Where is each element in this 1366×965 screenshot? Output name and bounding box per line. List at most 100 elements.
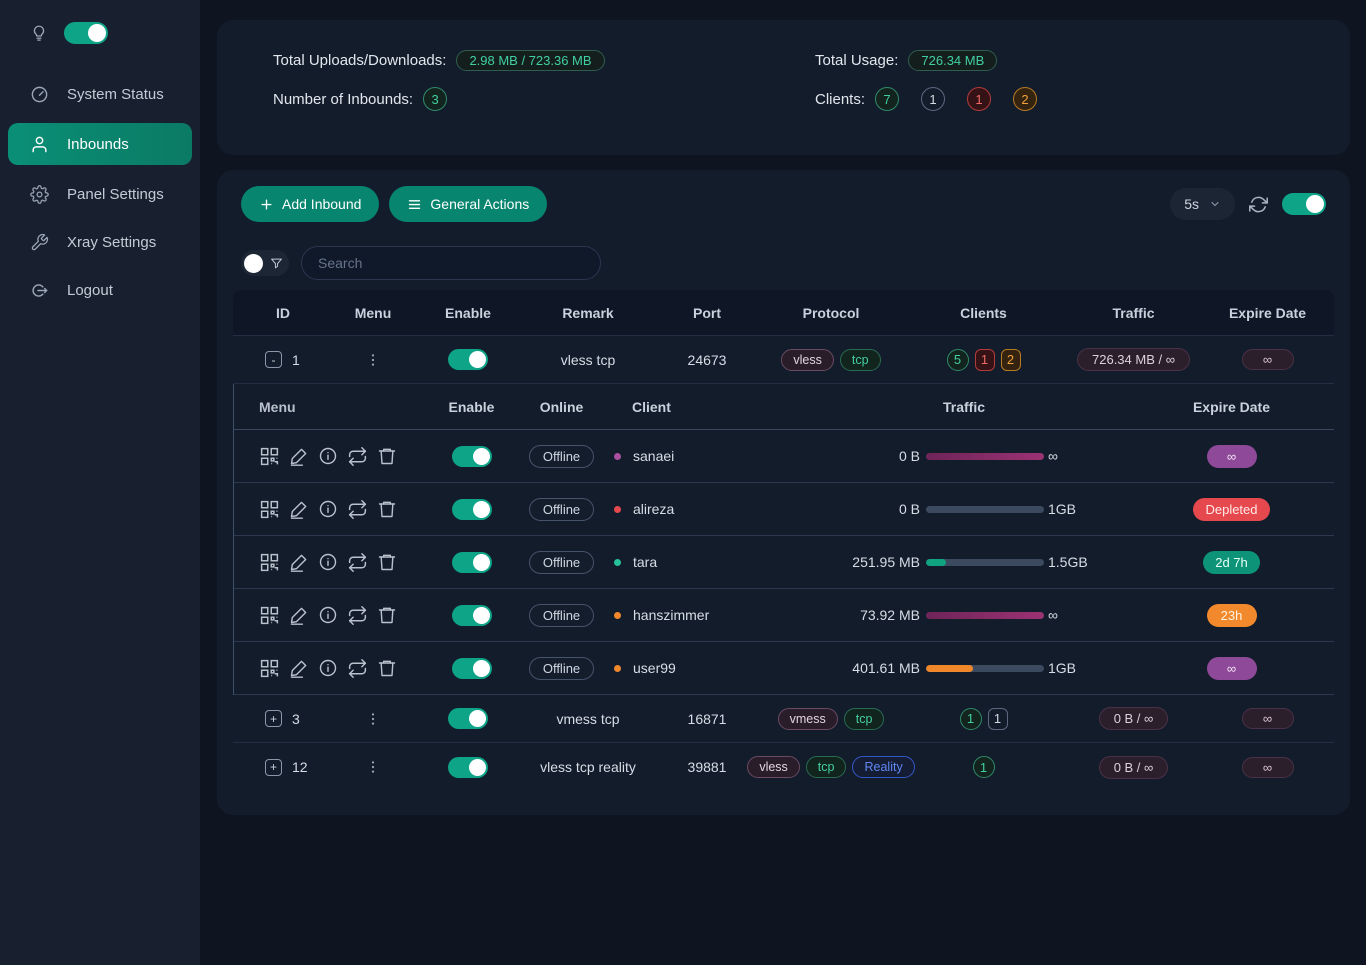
online-status-badge: Offline <box>528 550 595 574</box>
client-expire-badge: 23h <box>1206 603 1257 627</box>
client-enable-toggle[interactable] <box>451 551 492 573</box>
edit-icon[interactable] <box>289 499 309 519</box>
expand-row-button[interactable]: + <box>265 710 282 727</box>
client-name: hanszimmer <box>633 607 710 623</box>
client-count-online: 1 <box>972 756 995 778</box>
inbound-port: 24673 <box>687 351 727 368</box>
inbound-expire-badge: ∞ <box>1241 756 1294 778</box>
row-menu-icon[interactable] <box>365 759 381 775</box>
online-status-badge: Offline <box>528 444 595 468</box>
client-traffic-cap: 1.5GB <box>1048 554 1088 570</box>
search-input[interactable] <box>301 246 601 280</box>
qrcode-icon[interactable] <box>259 446 280 467</box>
theme-toggle[interactable] <box>64 22 108 44</box>
sidebar-item-system-status[interactable]: System Status <box>0 70 200 118</box>
inbound-remark: vless tcp <box>560 351 616 368</box>
toggle-knob <box>469 710 486 727</box>
inbound-enable-toggle[interactable] <box>448 756 488 778</box>
auto-refresh-toggle[interactable] <box>1282 193 1326 215</box>
delete-icon[interactable] <box>377 499 397 519</box>
expand-row-button[interactable]: + <box>265 758 282 776</box>
reset-traffic-icon[interactable] <box>347 446 368 467</box>
wrench-icon <box>30 233 49 252</box>
filter-funnel-icon <box>270 257 283 270</box>
refresh-icon[interactable] <box>1249 195 1268 214</box>
reset-traffic-icon[interactable] <box>347 658 368 679</box>
row-menu-icon[interactable] <box>365 711 381 727</box>
client-row: Offline user99 401.61 MB 1GB ∞ <box>234 642 1334 695</box>
header-expire: Expire Date <box>1228 304 1307 321</box>
header-port: Port <box>693 304 721 321</box>
client-header-client: Client <box>632 398 671 415</box>
clients-expiring-badge: 2 <box>1013 87 1038 111</box>
inbounds-panel: Add Inbound General Actions 5s <box>217 170 1350 815</box>
client-enable-toggle[interactable] <box>451 498 492 520</box>
client-row: Offline tara 251.95 MB 1.5GB 2d 7h <box>234 536 1334 589</box>
collapse-row-button[interactable]: - <box>265 351 282 368</box>
inbound-count-badge: 3 <box>423 87 448 111</box>
inbound-enable-toggle[interactable] <box>448 349 488 370</box>
reset-traffic-icon[interactable] <box>347 552 368 573</box>
client-subtable: Menu Enable Online Client Traffic Expire… <box>233 384 1334 695</box>
inbound-row-12: + 12 vless tcp reality 39881 vless tcp R… <box>233 743 1334 791</box>
info-icon[interactable] <box>318 499 338 519</box>
client-expire-badge: Depleted <box>1193 497 1270 521</box>
protocol-badge: Reality <box>852 756 915 778</box>
qrcode-icon[interactable] <box>259 605 280 626</box>
client-header-traffic: Traffic <box>942 398 985 415</box>
clients-depleted-badge: 1 <box>967 87 992 111</box>
client-header-menu: Menu <box>259 398 296 415</box>
qrcode-icon[interactable] <box>259 552 280 573</box>
delete-icon[interactable] <box>377 552 397 572</box>
reset-traffic-icon[interactable] <box>347 605 368 626</box>
sidebar-item-panel-settings[interactable]: Panel Settings <box>0 170 200 218</box>
total-usage-label: Total Usage: <box>815 52 899 69</box>
sidebar-item-inbounds[interactable]: Inbounds <box>8 123 192 165</box>
delete-icon[interactable] <box>377 605 397 625</box>
sidebar-item-xray-settings[interactable]: Xray Settings <box>0 218 200 266</box>
general-actions-button[interactable]: General Actions <box>389 186 548 222</box>
protocol-badge: tcp <box>839 348 881 371</box>
client-color-dot <box>614 452 621 460</box>
filter-toggle[interactable] <box>241 250 289 276</box>
info-icon[interactable] <box>318 446 338 466</box>
protocol-badge: tcp <box>843 707 885 730</box>
delete-icon[interactable] <box>377 658 397 678</box>
gauge-icon <box>30 85 49 104</box>
search-row <box>241 246 1334 280</box>
client-enable-toggle[interactable] <box>451 445 492 467</box>
client-header-enable: Enable <box>448 398 495 415</box>
client-enable-toggle[interactable] <box>451 657 492 679</box>
inbound-traffic-badge: 726.34 MB / ∞ <box>1077 348 1190 371</box>
client-enable-toggle[interactable] <box>451 604 492 626</box>
info-icon[interactable] <box>318 658 338 678</box>
info-icon[interactable] <box>318 605 338 625</box>
sidebar: System Status Inbounds Panel Settings Xr… <box>0 0 200 965</box>
add-inbound-button[interactable]: Add Inbound <box>241 186 380 222</box>
edit-icon[interactable] <box>289 446 309 466</box>
client-name: user99 <box>633 660 676 676</box>
row-menu-icon[interactable] <box>365 352 381 368</box>
client-expire-badge: ∞ <box>1206 444 1257 468</box>
qrcode-icon[interactable] <box>259 658 280 679</box>
logout-icon <box>30 281 49 300</box>
filter-toggle-knob <box>244 253 263 273</box>
client-traffic-cap: 1GB <box>1048 501 1077 517</box>
protocol-badge: vless <box>747 756 800 778</box>
qrcode-icon[interactable] <box>259 499 280 520</box>
reset-traffic-icon[interactable] <box>347 499 368 520</box>
edit-icon[interactable] <box>289 605 309 625</box>
info-icon[interactable] <box>318 552 338 572</box>
header-clients: Clients <box>960 304 1007 321</box>
edit-icon[interactable] <box>289 552 309 572</box>
client-traffic-used: 251.95 MB <box>852 554 920 570</box>
sidebar-item-logout[interactable]: Logout <box>0 266 200 314</box>
add-inbound-label: Add Inbound <box>282 196 362 212</box>
refresh-interval-select[interactable]: 5s <box>1170 188 1235 220</box>
header-protocol: Protocol <box>802 304 860 321</box>
edit-icon[interactable] <box>289 658 309 678</box>
delete-icon[interactable] <box>377 446 397 466</box>
header-enable: Enable <box>445 304 491 321</box>
inbound-enable-toggle[interactable] <box>448 708 488 729</box>
